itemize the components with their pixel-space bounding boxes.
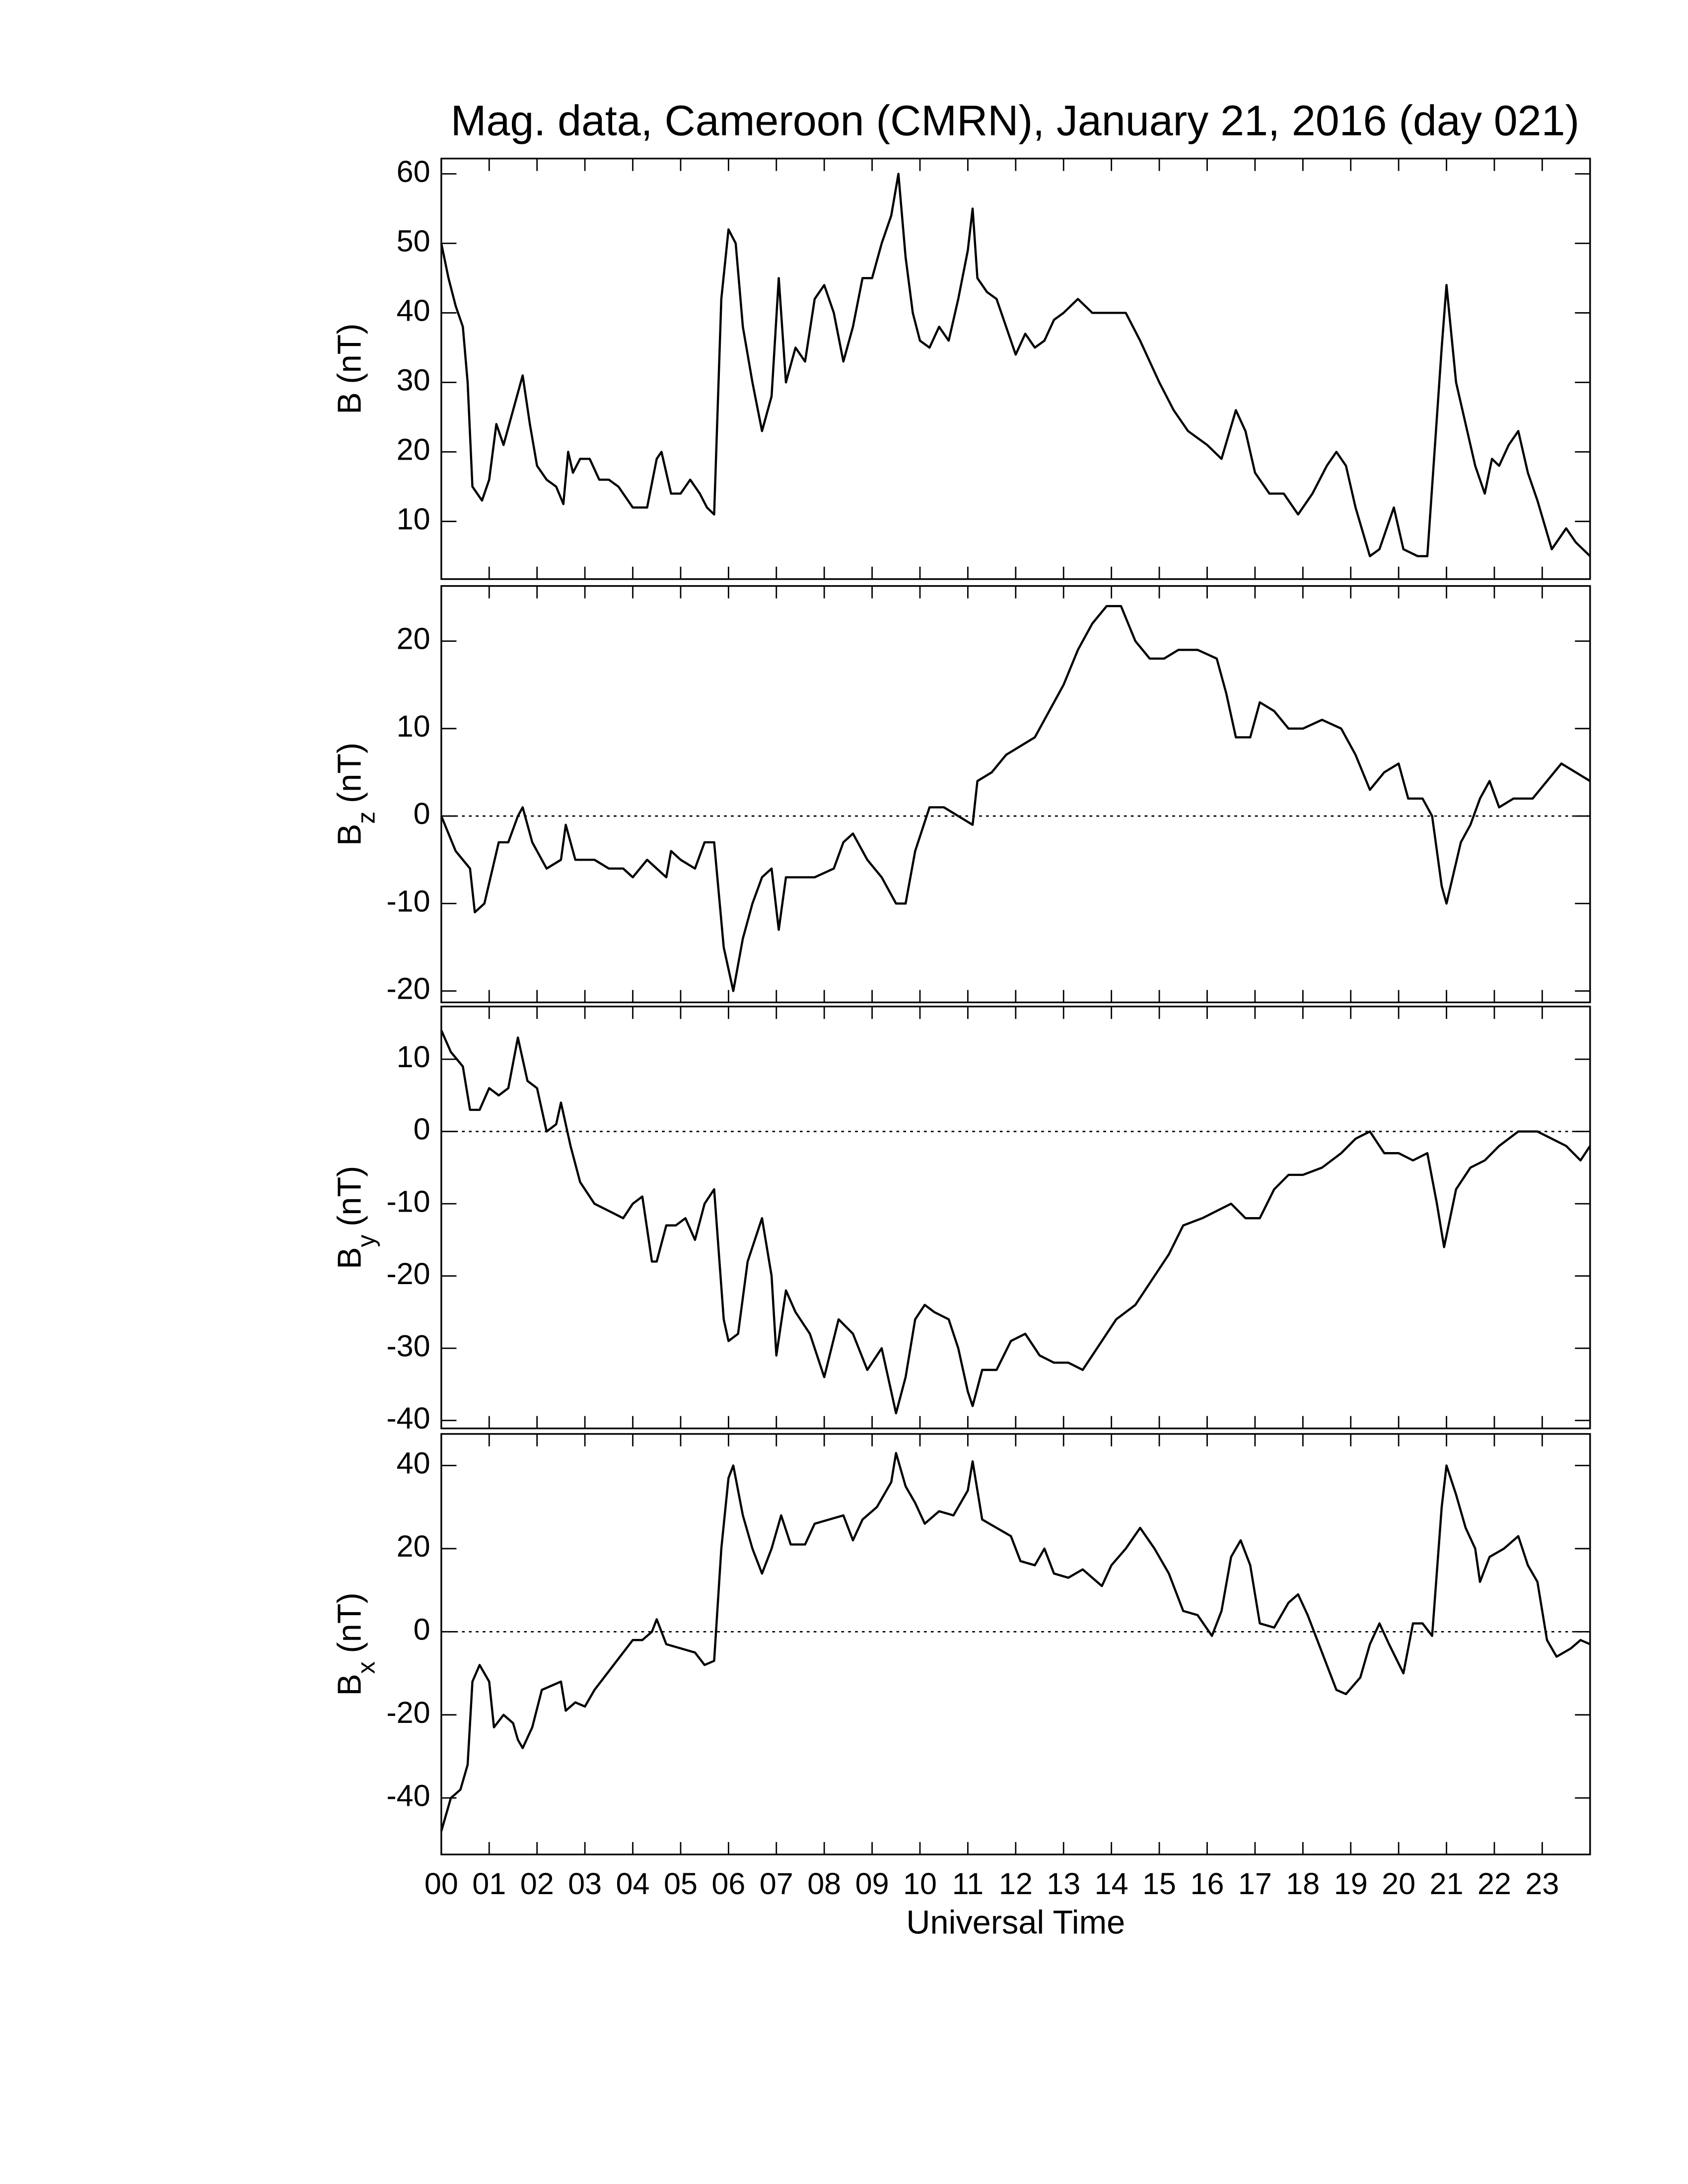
y-tick-label: 10 [397,709,430,743]
x-tick-label: 10 [903,1867,937,1901]
y-tick-label: -20 [386,972,430,1006]
y-tick-label: -40 [386,1401,430,1435]
y-tick-label: 30 [397,363,430,397]
y-tick-label: 40 [397,293,430,327]
y-tick-label: 20 [397,433,430,467]
x-tick-label: 15 [1142,1867,1176,1901]
data-line [440,173,1591,557]
y-tick-label: -40 [386,1778,430,1812]
y-tick-label: 20 [397,622,430,656]
x-tick-label: 07 [760,1867,793,1901]
y-tick-label: 10 [397,1040,430,1074]
y-axis-label-subscript: z [352,812,380,824]
chart-title: Mag. data, Cameroon (CMRN), January 21, … [451,97,1579,145]
y-axis-label-symbol: B [331,392,368,414]
y-axis-label: Bz (nT) [331,743,380,846]
y-tick-label: 20 [397,1529,430,1563]
y-axis-label-subscript: y [352,1234,380,1247]
x-tick-label: 14 [1095,1867,1128,1901]
x-tick-label: 12 [999,1867,1033,1901]
x-tick-label: 05 [664,1867,698,1901]
x-tick-label: 20 [1382,1867,1415,1901]
y-tick-label: 60 [397,154,430,188]
data-line [440,605,1591,992]
y-axis-label: B (nT) [331,323,368,414]
x-tick-label: 01 [472,1867,506,1901]
x-tick-label: 13 [1047,1867,1080,1901]
x-tick-label: 16 [1190,1867,1224,1901]
x-tick-label: 02 [520,1867,554,1901]
x-tick-label: 04 [616,1867,650,1901]
x-axis-label: Universal Time [906,1904,1125,1941]
x-tick-label: 03 [568,1867,602,1901]
y-tick-label: -20 [386,1257,430,1291]
x-tick-label: 23 [1525,1867,1559,1901]
x-tick-label: 17 [1238,1867,1272,1901]
x-tick-label: 19 [1334,1867,1368,1901]
y-axis-label-unit: (nT) [331,1166,368,1227]
y-axis-label: Bx (nT) [331,1592,380,1696]
y-tick-label: -10 [386,884,430,918]
x-tick-label: 08 [807,1867,841,1901]
y-tick-label: 50 [397,224,430,258]
plot-frame [440,1006,1591,1430]
y-tick-label: -30 [386,1329,430,1363]
x-tick-label: 21 [1430,1867,1464,1901]
y-tick-label: 10 [397,502,430,536]
y-tick-label: -20 [386,1696,430,1729]
x-tick-label: 09 [855,1867,889,1901]
y-axis-label-symbol: B [331,824,368,846]
data-line [440,1029,1591,1415]
y-tick-label: 40 [397,1446,430,1480]
y-axis-label: By (nT) [331,1166,380,1269]
x-tick-label: 18 [1286,1867,1320,1901]
x-tick-label: 00 [424,1867,458,1901]
x-tick-label: 22 [1477,1867,1511,1901]
plot-frame [440,1433,1591,1855]
y-axis-label-unit: (nT) [331,1592,368,1653]
y-axis-label-unit: (nT) [331,323,368,384]
x-tick-label: 11 [952,1867,984,1901]
y-tick-label: -10 [386,1184,430,1218]
plot-frame [440,585,1591,1004]
y-tick-label: 0 [414,1613,430,1646]
y-axis-label-unit: (nT) [331,743,368,803]
y-tick-label: 0 [414,797,430,830]
y-tick-label: 0 [414,1112,430,1146]
y-axis-label-symbol: B [331,1247,368,1269]
x-tick-label: 06 [711,1867,745,1901]
data-line [440,1452,1591,1832]
plot-frame [440,157,1591,580]
y-axis-label-symbol: B [331,1674,368,1696]
y-axis-label-subscript: x [352,1661,380,1674]
